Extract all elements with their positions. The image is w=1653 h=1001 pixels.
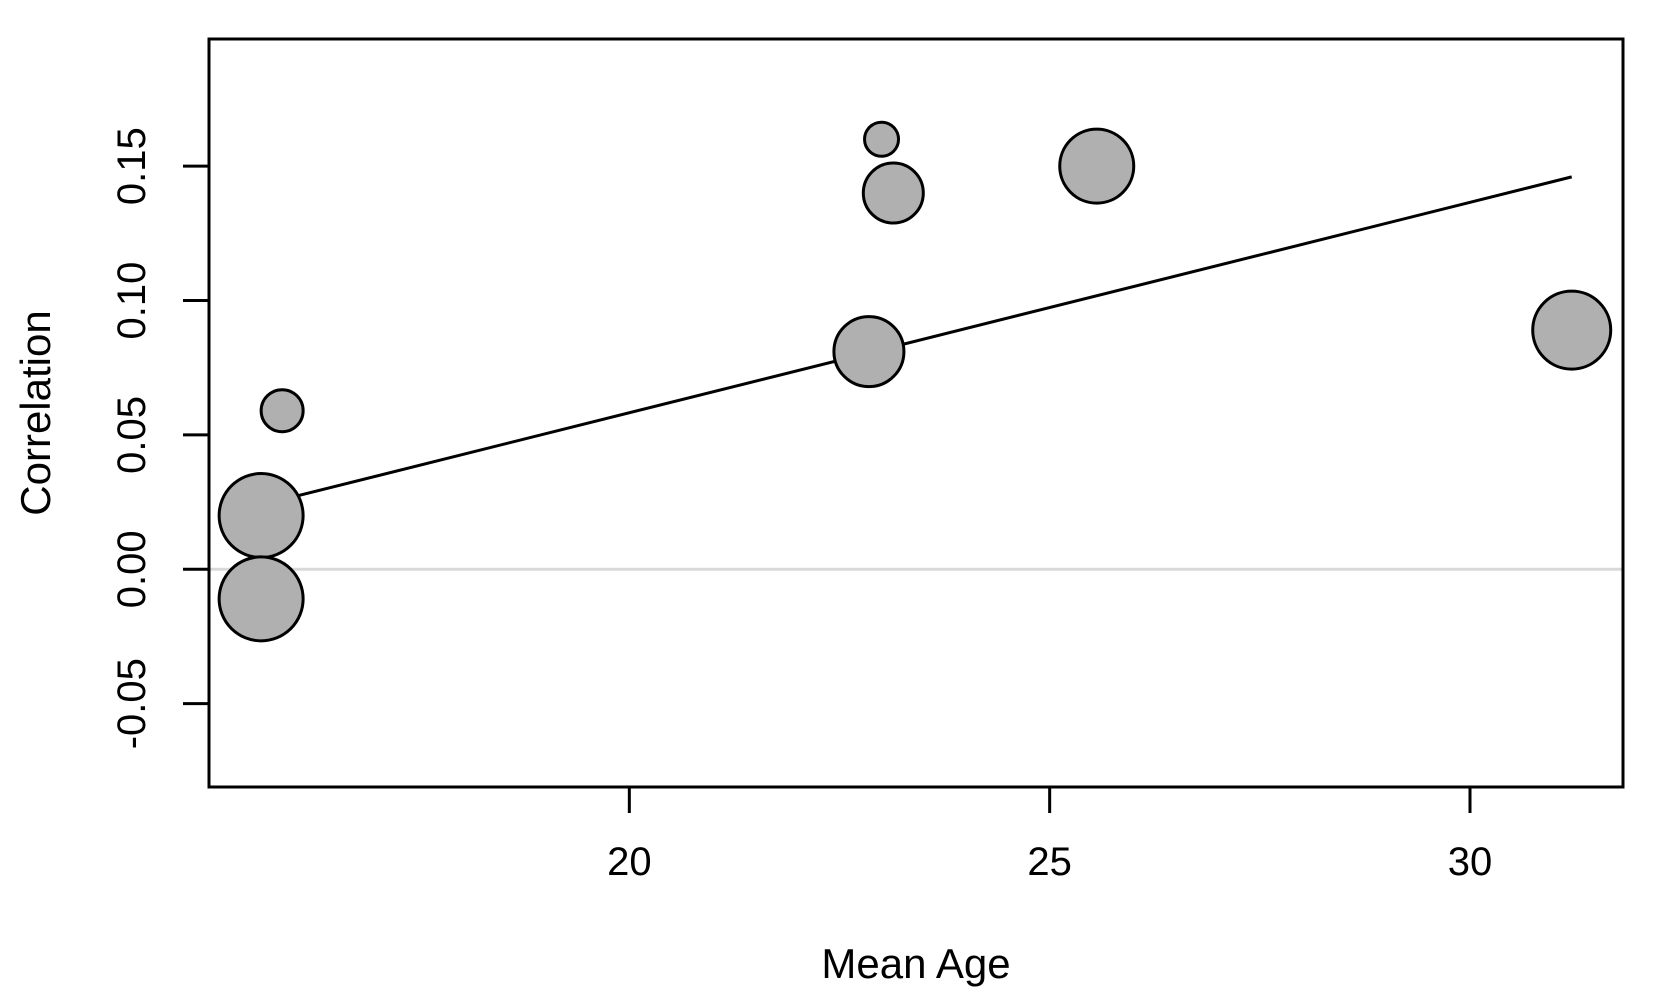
y-tick-label: 0.15 bbox=[110, 127, 154, 205]
regression-line bbox=[293, 175, 1573, 499]
data-bubble bbox=[259, 388, 305, 434]
data-bubble bbox=[1531, 289, 1613, 371]
data-bubble bbox=[863, 120, 901, 158]
y-tick-label: 0.00 bbox=[110, 530, 154, 608]
y-tick-label: 0.10 bbox=[110, 262, 154, 340]
tick-labels-layer: 20 25 30 -0.05 0.00 0.05 0.10 0.15 bbox=[110, 127, 1492, 884]
data-bubble bbox=[861, 161, 925, 225]
x-tick-label: 30 bbox=[1448, 840, 1493, 884]
lines-layer bbox=[209, 175, 1623, 571]
ticks-layer bbox=[183, 164, 1472, 813]
data-bubble bbox=[832, 315, 906, 389]
x-tick-label: 20 bbox=[607, 840, 652, 884]
y-axis-title: Correlation bbox=[12, 310, 59, 515]
y-tick-label: 0.05 bbox=[110, 396, 154, 474]
plot-border bbox=[207, 37, 1625, 789]
x-tick-label: 25 bbox=[1027, 840, 1072, 884]
data-bubble bbox=[217, 472, 305, 560]
data-bubble bbox=[1058, 127, 1136, 205]
x-axis-title: Mean Age bbox=[821, 940, 1010, 987]
data-bubble bbox=[217, 555, 305, 643]
y-tick-label: -0.05 bbox=[110, 658, 154, 749]
bubbles-layer bbox=[217, 120, 1613, 643]
